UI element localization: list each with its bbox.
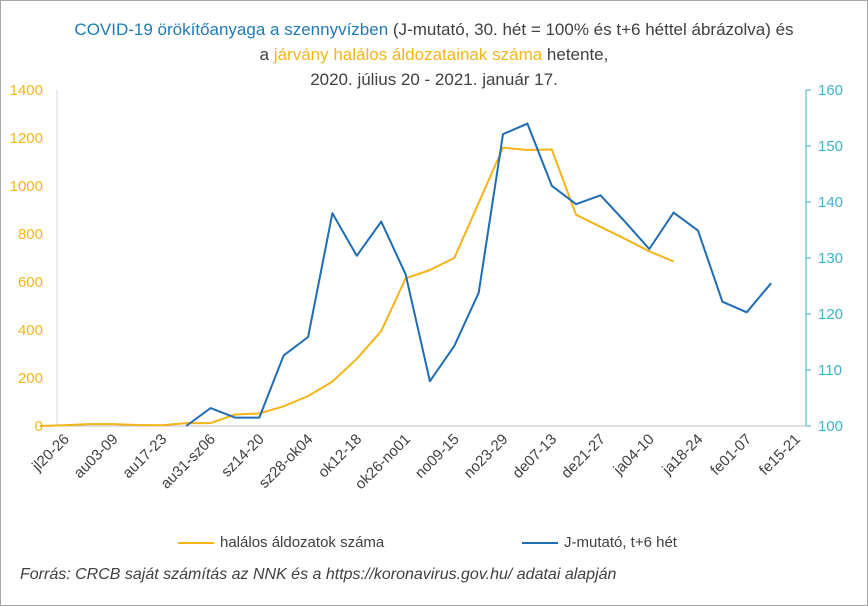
y-left-tick-label: 800 <box>18 226 43 243</box>
x-tick-label: jl20-26 <box>28 431 73 476</box>
jindex-series-line <box>185 122 772 427</box>
x-tick-label: fe15-21 <box>756 431 804 479</box>
legend-jindex-label: J-mutató, t+6 hét <box>564 534 677 551</box>
y-left-tick-label: 600 <box>18 274 43 291</box>
x-tick-label: sz14-20 <box>218 431 268 481</box>
y-left-tick-label: 0 <box>35 418 43 435</box>
y-right-tick-label: 130 <box>818 250 843 267</box>
y-right-tick-label: 160 <box>818 82 843 99</box>
y-right-tick-label: 140 <box>818 194 843 211</box>
source-note: Forrás: CRCB saját számítás az NNK és a … <box>20 566 617 583</box>
y-left-tick-label: 1000 <box>10 178 43 195</box>
y-right-tick-label: 150 <box>818 138 843 155</box>
title-date-range: 2020. július 20 - 2021. január 17. <box>310 70 558 89</box>
x-tick-label: au03-09 <box>71 431 122 482</box>
deaths-series-line <box>39 146 674 427</box>
y-right-tick-label: 100 <box>818 418 843 435</box>
y-left-tick-label: 200 <box>18 370 43 387</box>
y-left-tick-label: 1200 <box>10 130 43 147</box>
legend-deaths-swatch <box>178 541 214 544</box>
legend-deaths-label: halálos áldozatok száma <box>220 534 385 551</box>
title-part-weekly: hetente, <box>542 45 609 64</box>
x-tick-label: ja04-10 <box>610 431 658 479</box>
x-tick-label: ja18-24 <box>658 431 706 479</box>
y-right-tick-label: 120 <box>818 306 843 323</box>
x-tick-label: no23-29 <box>461 431 512 482</box>
title-part-virus: COVID-19 örökítőanyaga a szennyvízben <box>74 20 389 39</box>
y-right-tick-label: 110 <box>818 362 842 379</box>
x-tick-label: fe01-07 <box>707 431 755 479</box>
chart-title: COVID-19 örökítőanyaga a szennyvízben (J… <box>70 17 798 92</box>
title-part-jindex: (J-mutató, 30. hét = 100% és t+6 héttel … <box>259 20 794 64</box>
legend-deaths: halálos áldozatok száma <box>178 534 384 551</box>
y-left-tick-label: 400 <box>18 322 43 339</box>
x-tick-label: ok12-18 <box>315 431 365 481</box>
x-tick-label: no09-15 <box>412 431 463 482</box>
y-left-tick-label: 1400 <box>10 82 43 99</box>
legend-jindex-swatch <box>522 541 558 544</box>
legend-jindex: J-mutató, t+6 hét <box>522 534 677 551</box>
x-tick-label: de21-27 <box>558 431 609 482</box>
title-part-deaths: járvány halálos áldozatainak száma <box>273 45 543 64</box>
x-tick-label: de07-13 <box>509 431 560 482</box>
